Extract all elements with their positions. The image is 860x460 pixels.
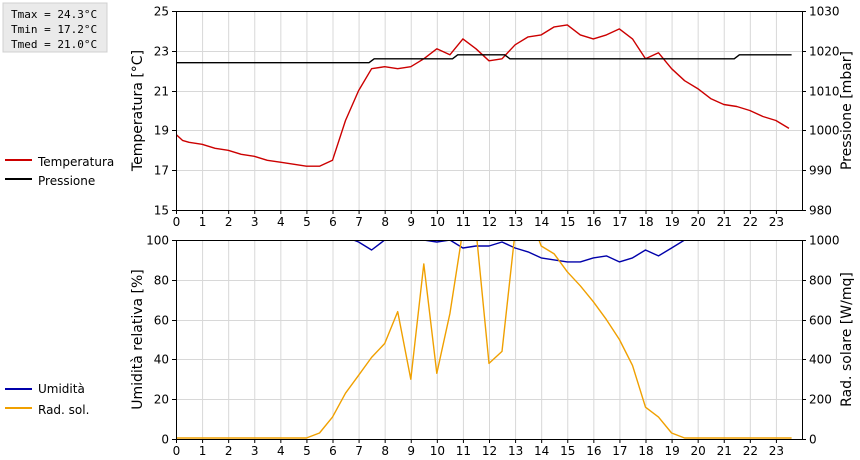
- x-tick-label: 9: [407, 215, 415, 229]
- y-tick-label-left: 80: [154, 274, 169, 288]
- x-tick-label: 4: [277, 444, 285, 458]
- legend-top: Temperatura Pressione: [5, 155, 114, 188]
- y-tick-label-right: 1020: [809, 45, 840, 59]
- x-tick-label: 10: [430, 444, 445, 458]
- x-tick-label: 16: [586, 444, 601, 458]
- x-tick-label: 21: [717, 215, 732, 229]
- x-tick-label: 0: [173, 215, 181, 229]
- x-tick-label: 19: [664, 215, 679, 229]
- x-tick-label: 17: [612, 444, 627, 458]
- y-tick-label-right: 980: [809, 204, 832, 218]
- x-tick-label: 14: [534, 215, 549, 229]
- y-tick-label-left: 20: [154, 393, 169, 407]
- legend-label-temperatura: Temperatura: [37, 155, 114, 169]
- x-tick-label: 11: [456, 215, 471, 229]
- x-tick-label: 8: [381, 444, 389, 458]
- x-tick-label: 20: [691, 444, 706, 458]
- y-tick-label-left: 21: [154, 85, 169, 99]
- x-tick-label: 1: [199, 444, 207, 458]
- x-tick-label: 23: [769, 215, 784, 229]
- x-tick-label: 2: [225, 215, 233, 229]
- x-tick-label: 13: [508, 444, 523, 458]
- stat-tmed: Tmed = 21.0°C: [11, 38, 97, 51]
- series-line-rad-sol: [176, 240, 792, 439]
- x-tick-label: 4: [277, 215, 285, 229]
- x-tick-label: 14: [534, 444, 549, 458]
- y-tick-label-left: 25: [154, 5, 169, 19]
- x-tick-label: 6: [329, 215, 337, 229]
- x-tick-label: 21: [717, 444, 732, 458]
- x-tick-label: 10: [430, 215, 445, 229]
- legend-label-rad-sol: Rad. sol.: [38, 403, 89, 417]
- x-tick-label: 8: [381, 215, 389, 229]
- plot-frame: [176, 11, 803, 211]
- x-tick-label: 23: [769, 444, 784, 458]
- y-tick-label-left: 100: [146, 234, 169, 248]
- x-tick-label: 18: [638, 215, 653, 229]
- x-tick-label: 7: [355, 215, 363, 229]
- y-tick-label-right: 600: [809, 314, 832, 328]
- panel-humidity-radiation: 0 1 2 3 4 5 6 7 8 9 10 11 12 13 14 15 16 17 18 19 20 21 22 2302…: [130, 234, 855, 459]
- y-tick-label-left: 17: [154, 164, 169, 178]
- y-axis-label-right: Rad. solare [W/mq]: [839, 272, 855, 407]
- y-tick-label-left: 0: [161, 433, 169, 447]
- x-tick-label: 5: [303, 444, 311, 458]
- x-tick-label: 1: [199, 215, 207, 229]
- x-tick-label: 7: [355, 444, 363, 458]
- x-tick-label: 12: [482, 215, 497, 229]
- x-tick-label: 22: [743, 444, 758, 458]
- x-tick-label: 6: [329, 444, 337, 458]
- stats-box: Tmax = 24.3°C Tmin = 17.2°C Tmed = 21.0°…: [2, 2, 108, 53]
- x-tick-label: 12: [482, 444, 497, 458]
- x-tick-label: 17: [612, 215, 627, 229]
- y-tick-label-right: 200: [809, 393, 832, 407]
- y-tick-label-right: 1030: [809, 5, 840, 19]
- x-tick-label: 9: [407, 444, 415, 458]
- panel-temperature-pressure: 0 1 2 3 4 5 6 7 8 9 10 11 12 13 14 15 16 17 18 19 20 21 22 2315…: [130, 5, 855, 230]
- x-tick-label: 5: [303, 215, 311, 229]
- series-line-pressione: [176, 54, 792, 64]
- y-tick-label-right: 990: [809, 164, 832, 178]
- y-tick-label-left: 19: [154, 124, 169, 138]
- x-tick-label: 2: [225, 444, 233, 458]
- y-tick-label-right: 1010: [809, 85, 840, 99]
- stat-tmax: Tmax = 24.3°C: [11, 8, 97, 21]
- x-tick-label: 3: [251, 215, 259, 229]
- x-tick-label: 16: [586, 215, 601, 229]
- y-axis-label-left: Umidità relativa [%]: [130, 269, 146, 410]
- stat-tmin: Tmin = 17.2°C: [11, 23, 97, 36]
- y-axis-label-right: Pressione [mbar]: [839, 51, 855, 170]
- y-tick-label-right: 800: [809, 274, 832, 288]
- x-tick-label: 18: [638, 444, 653, 458]
- x-tick-label: 0: [173, 444, 181, 458]
- y-tick-label-left: 15: [154, 204, 169, 218]
- x-tick-label: 20: [691, 215, 706, 229]
- y-tick-label-right: 1000: [809, 124, 840, 138]
- y-tick-label-left: 23: [154, 45, 169, 59]
- x-tick-label: 22: [743, 215, 758, 229]
- legend-label-pressione: Pressione: [38, 174, 95, 188]
- x-tick-label: 13: [508, 215, 523, 229]
- x-tick-label: 11: [456, 444, 471, 458]
- x-tick-label: 19: [664, 444, 679, 458]
- y-axis-label-left: Temperatura [°C]: [130, 50, 146, 172]
- y-tick-label-left: 40: [154, 353, 169, 367]
- x-tick-label: 15: [560, 215, 575, 229]
- y-tick-label-right: 1000: [809, 234, 840, 248]
- legend-bottom: Umidità Rad. sol.: [5, 382, 89, 417]
- x-tick-label: 3: [251, 444, 259, 458]
- series-line-temperatura: [176, 24, 790, 167]
- legend-label-umidita: Umidità: [38, 382, 85, 396]
- plot-frame: [176, 240, 803, 440]
- series-line-umidit: [176, 240, 792, 263]
- y-tick-label-right: 400: [809, 353, 832, 367]
- y-tick-label-left: 60: [154, 314, 169, 328]
- x-tick-label: 15: [560, 444, 575, 458]
- y-tick-label-right: 0: [809, 433, 817, 447]
